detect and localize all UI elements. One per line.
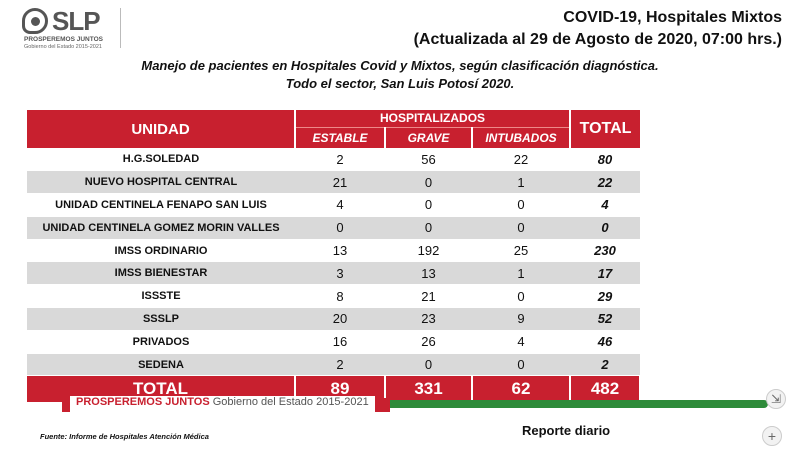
hospital-table: UNIDAD HOSPITALIZADOS TOTAL ESTABLE GRAV… (27, 110, 642, 402)
table-row: SEDENA 2 0 0 2 (27, 353, 641, 377)
cell-total: 2 (570, 353, 641, 377)
cell-intubados: 4 (472, 330, 571, 354)
cell-intubados: 0 (472, 216, 571, 240)
total-total: 482 (570, 375, 642, 402)
footer-report-label: Reporte diario (522, 423, 611, 438)
cell-intubados: 0 (472, 284, 571, 309)
cell-estable: 4 (295, 193, 385, 217)
zoom-in-icon[interactable]: + (762, 426, 782, 446)
cell-total: 46 (570, 330, 641, 354)
cell-estable: 2 (295, 148, 385, 172)
cell-estable: 16 (295, 330, 385, 354)
slp-logo: SLP PROSPEREMOS JUNTOS Gobierno del Esta… (20, 6, 112, 52)
cell-total: 29 (570, 284, 641, 309)
cell-unidad: H.G.SOLEDAD (27, 148, 295, 172)
cell-estable: 21 (295, 170, 385, 195)
logo-government: Gobierno del Estado 2015-2021 (24, 44, 102, 50)
cell-grave: 13 (385, 261, 472, 286)
table-row: H.G.SOLEDAD 2 56 22 80 (27, 148, 641, 172)
cell-grave: 0 (385, 353, 472, 377)
cell-unidad: IMSS BIENESTAR (27, 261, 295, 286)
page-subtitle: Manejo de pacientes en Hospitales Covid … (141, 58, 659, 73)
footer-source: Fuente: Informe de Hospitales Atención M… (40, 432, 209, 441)
table-row: UNIDAD CENTINELA GOMEZ MORIN VALLES 0 0 … (27, 216, 641, 240)
cell-unidad: SSSLP (27, 307, 295, 331)
logo-text: SLP (52, 6, 101, 36)
header-intubados: INTUBADOS (472, 126, 572, 148)
cell-intubados: 0 (472, 193, 571, 217)
table-row: NUEVO HOSPITAL CENTRAL 21 0 1 22 (27, 170, 641, 195)
cell-total: 52 (570, 307, 641, 331)
total-grave: 331 (385, 375, 473, 402)
cell-total: 22 (570, 170, 641, 195)
cell-grave: 0 (385, 216, 472, 240)
expand-icon[interactable]: ⇲ (766, 389, 786, 409)
cell-grave: 21 (385, 284, 472, 309)
cell-estable: 8 (295, 284, 385, 309)
cell-grave: 23 (385, 307, 472, 331)
header-unidad: UNIDAD (27, 110, 296, 148)
cell-unidad: SEDENA (27, 353, 295, 377)
table-row: SSSLP 20 23 9 52 (27, 307, 641, 331)
cell-estable: 3 (295, 261, 385, 286)
slp-logo-icon (22, 8, 48, 34)
cell-grave: 192 (385, 239, 472, 263)
cell-estable: 13 (295, 239, 385, 263)
cell-estable: 0 (295, 216, 385, 240)
table-row: PRIVADOS 16 26 4 46 (27, 330, 641, 354)
footer-gobierno: Gobierno del Estado 2015-2021 (212, 396, 369, 408)
cell-total: 17 (570, 261, 641, 286)
header-hospitalizados: HOSPITALIZADOS (295, 110, 572, 127)
header-total: TOTAL (570, 110, 641, 148)
cell-unidad: UNIDAD CENTINELA GOMEZ MORIN VALLES (27, 216, 295, 240)
footer-band-label: PROSPEREMOS JUNTOS Gobierno del Estado 2… (70, 396, 375, 412)
cell-intubados: 1 (472, 170, 571, 195)
page-subtitle-scope: Todo el sector, San Luis Potosí 2020. (285, 76, 515, 91)
cell-intubados: 1 (472, 261, 571, 286)
cell-intubados: 22 (472, 148, 571, 172)
cell-unidad: NUEVO HOSPITAL CENTRAL (27, 170, 295, 195)
logo-divider (120, 8, 121, 48)
cell-grave: 0 (385, 170, 472, 195)
cell-unidad: ISSSTE (27, 284, 295, 309)
table-row: IMSS ORDINARIO 13 192 25 230 (27, 239, 641, 263)
header-estable: ESTABLE (295, 126, 386, 148)
table-row: UNIDAD CENTINELA FENAPO SAN LUIS 4 0 0 4 (27, 193, 641, 217)
cell-grave: 0 (385, 193, 472, 217)
cell-unidad: PRIVADOS (27, 330, 295, 354)
cell-total: 80 (570, 148, 641, 172)
cell-total: 0 (570, 216, 641, 240)
cell-unidad: UNIDAD CENTINELA FENAPO SAN LUIS (27, 193, 295, 217)
cell-estable: 2 (295, 353, 385, 377)
logo-slogan: PROSPEREMOS JUNTOS (24, 36, 103, 43)
cell-estable: 20 (295, 307, 385, 331)
cell-total: 230 (570, 239, 641, 263)
cell-intubados: 9 (472, 307, 571, 331)
total-intubados: 62 (472, 375, 572, 402)
cell-intubados: 0 (472, 353, 571, 377)
page-title: COVID-19, Hospitales Mixtos (563, 9, 782, 26)
page-title-date: (Actualizada al 29 de Agosto de 2020, 07… (413, 31, 782, 48)
header-grave: GRAVE (385, 126, 473, 148)
cell-grave: 56 (385, 148, 472, 172)
table-row: ISSSTE 8 21 0 29 (27, 284, 641, 309)
cell-intubados: 25 (472, 239, 571, 263)
cell-total: 4 (570, 193, 641, 217)
footer-band-green (390, 400, 768, 408)
table-row: IMSS BIENESTAR 3 13 1 17 (27, 261, 641, 286)
cell-unidad: IMSS ORDINARIO (27, 239, 295, 263)
footer-prosperemos: PROSPEREMOS JUNTOS (76, 396, 210, 408)
cell-grave: 26 (385, 330, 472, 354)
